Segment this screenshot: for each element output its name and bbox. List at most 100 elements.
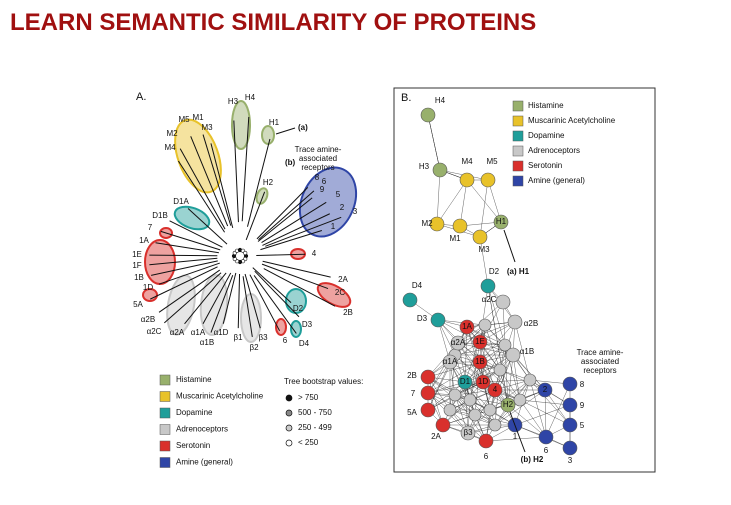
leaf-label: 1F <box>132 261 141 270</box>
network-node <box>420 107 436 123</box>
network-node <box>450 335 466 351</box>
tree-branch <box>258 190 315 241</box>
node-label: D1 <box>460 377 471 386</box>
node-label: H4 <box>435 96 446 105</box>
network-edge <box>454 344 506 356</box>
legend-swatch <box>512 145 524 157</box>
network-node <box>460 425 476 441</box>
tree-branch <box>261 263 329 290</box>
legend-label: Adrenoceptors <box>176 425 228 434</box>
node-label: 4 <box>493 385 498 394</box>
leaf-label: β1 <box>233 333 243 342</box>
leaf-label: M2 <box>166 129 178 138</box>
network-node <box>429 216 445 232</box>
leaf-label: H2 <box>263 178 274 187</box>
node-label: D2 <box>489 267 500 276</box>
network-edge <box>459 179 468 227</box>
tree-branch <box>261 201 327 244</box>
network-node <box>463 393 477 407</box>
network-edge <box>485 436 547 442</box>
tree-branch <box>233 120 239 223</box>
leaf-label: α2B <box>141 315 155 324</box>
network-node <box>493 363 507 377</box>
leaf-label: α1D <box>214 328 229 337</box>
node-label: H1 <box>496 217 507 226</box>
taar-note: Trace amine- <box>577 348 624 357</box>
network-edge <box>474 361 481 416</box>
network-node <box>442 354 458 370</box>
legend-swatch <box>159 440 171 452</box>
tree-branch <box>202 272 232 324</box>
node-label: 1B <box>475 357 485 366</box>
network-node <box>430 312 446 328</box>
node-label: M5 <box>486 157 498 166</box>
legend-label: Muscarinic Acetylcholine <box>528 116 616 125</box>
network-node <box>478 433 494 449</box>
network-node <box>457 374 473 390</box>
network-edge <box>507 354 514 406</box>
leaf-label: D1A <box>173 197 189 206</box>
bootstrap-swatch <box>285 424 293 432</box>
tree-branch <box>256 187 309 240</box>
taar-note: receptors <box>583 366 616 375</box>
tree-branch <box>184 272 227 325</box>
network-node <box>562 417 578 433</box>
legend-label: Amine (general) <box>528 176 585 185</box>
node-label: D4 <box>412 281 423 290</box>
leaf-label: D4 <box>299 339 310 348</box>
tree-branch <box>242 276 253 338</box>
panel-label: B. <box>401 92 411 104</box>
node-label: 6 <box>544 446 549 455</box>
tree-branch <box>210 143 234 228</box>
network-node <box>488 418 502 432</box>
tree-branch <box>257 197 313 242</box>
legend-swatch <box>512 115 524 127</box>
node-label: M4 <box>461 157 473 166</box>
network-edge <box>479 179 489 238</box>
node-label: α2B <box>524 319 538 328</box>
network-edge <box>427 114 441 171</box>
bootstrap-swatch <box>285 394 293 402</box>
network-edge <box>466 179 502 223</box>
leaf-label: 1B <box>134 273 144 282</box>
tree-branch <box>149 257 218 266</box>
tree-branch <box>249 274 281 332</box>
network-node <box>487 382 503 398</box>
arrow <box>275 127 296 135</box>
taar-note: Trace amine- <box>295 145 342 154</box>
arrow <box>503 229 516 263</box>
leaf-label: D1B <box>152 211 168 220</box>
network-edge <box>427 361 481 378</box>
network-edge <box>494 389 546 426</box>
node-label: α2A <box>451 338 466 347</box>
network-edge <box>464 381 469 434</box>
network-edge <box>529 379 547 438</box>
legend-label: Histamine <box>528 101 564 110</box>
tree-branch <box>222 272 237 324</box>
tree-branch <box>262 260 331 278</box>
network-node <box>507 314 523 330</box>
tree-branch <box>245 191 266 241</box>
network-node <box>513 393 527 407</box>
leaf-label: β3 <box>258 333 268 342</box>
network-node <box>523 373 537 387</box>
leaf-label: M5 <box>178 115 190 124</box>
legend-swatch <box>512 160 524 172</box>
bootstrap-swatch <box>285 439 293 447</box>
leaf-label: M1 <box>192 113 204 122</box>
legend-label: Serotonin <box>528 161 562 170</box>
network-edge <box>457 321 516 344</box>
network-node <box>452 218 468 234</box>
network-edge <box>519 399 547 438</box>
node-label: 6 <box>484 452 489 461</box>
clade-outline <box>174 118 222 194</box>
network-edge <box>519 399 571 426</box>
clade-outline <box>290 320 302 338</box>
network-node <box>472 229 488 245</box>
network-node <box>537 382 553 398</box>
network-node <box>562 440 578 456</box>
legend-label: Serotonin <box>176 441 210 450</box>
node-label: H3 <box>419 162 430 171</box>
legend-label: Histamine <box>176 375 212 384</box>
